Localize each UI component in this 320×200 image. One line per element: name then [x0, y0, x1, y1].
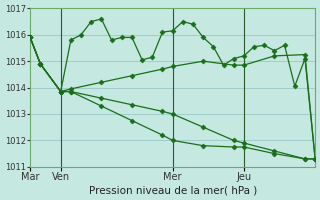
X-axis label: Pression niveau de la mer( hPa ): Pression niveau de la mer( hPa ) — [89, 185, 257, 195]
